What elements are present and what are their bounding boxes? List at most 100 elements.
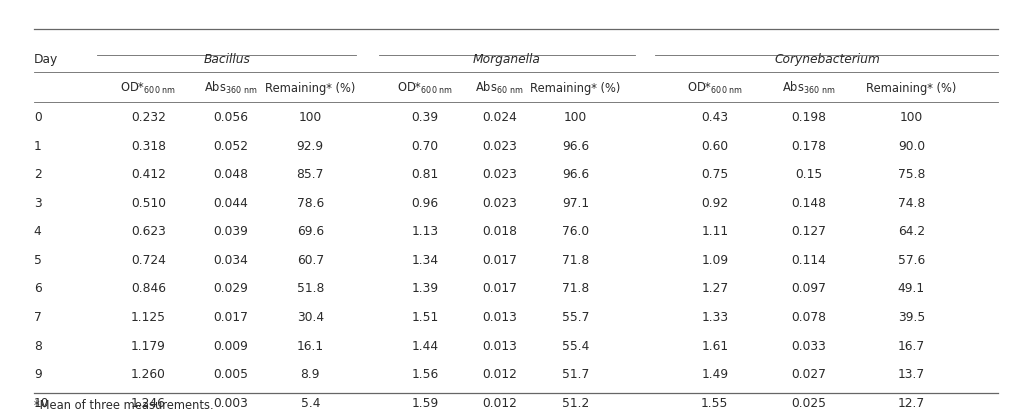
Text: 0.024: 0.024	[482, 111, 517, 124]
Text: Remaining* (%): Remaining* (%)	[866, 82, 956, 94]
Text: 64.2: 64.2	[898, 226, 925, 238]
Text: 0.029: 0.029	[213, 283, 248, 295]
Text: 85.7: 85.7	[297, 168, 324, 181]
Text: OD*$_{600\ \mathregular{nm}}$: OD*$_{600\ \mathregular{nm}}$	[687, 81, 742, 96]
Text: 78.6: 78.6	[297, 197, 324, 210]
Text: 13.7: 13.7	[898, 368, 925, 381]
Text: 1.09: 1.09	[701, 254, 728, 267]
Text: 9: 9	[34, 368, 42, 381]
Text: 1.61: 1.61	[701, 340, 728, 352]
Text: 0.412: 0.412	[131, 168, 166, 181]
Text: 0.012: 0.012	[482, 368, 517, 381]
Text: 0.70: 0.70	[412, 140, 438, 152]
Text: 5.4: 5.4	[300, 397, 321, 410]
Text: 0.92: 0.92	[701, 197, 728, 210]
Text: 0.017: 0.017	[213, 311, 248, 324]
Text: 1.44: 1.44	[412, 340, 438, 352]
Text: 71.8: 71.8	[562, 283, 589, 295]
Text: 0.078: 0.078	[792, 311, 826, 324]
Text: 55.4: 55.4	[562, 340, 589, 352]
Text: 1.51: 1.51	[412, 311, 438, 324]
Text: OD*$_{600\ \mathregular{nm}}$: OD*$_{600\ \mathregular{nm}}$	[397, 81, 453, 96]
Text: 0.724: 0.724	[131, 254, 166, 267]
Text: 1.13: 1.13	[412, 226, 438, 238]
Text: 1.34: 1.34	[412, 254, 438, 267]
Text: 1.27: 1.27	[701, 283, 728, 295]
Text: 8.9: 8.9	[300, 368, 321, 381]
Text: 3: 3	[34, 197, 42, 210]
Text: 0.017: 0.017	[482, 283, 517, 295]
Text: 0.232: 0.232	[131, 111, 166, 124]
Text: OD*$_{600\ \mathregular{nm}}$: OD*$_{600\ \mathregular{nm}}$	[121, 81, 176, 96]
Text: 0.148: 0.148	[792, 197, 826, 210]
Text: 51.8: 51.8	[297, 283, 324, 295]
Text: 69.6: 69.6	[297, 226, 324, 238]
Text: 1.179: 1.179	[131, 340, 166, 352]
Text: 55.7: 55.7	[562, 311, 589, 324]
Text: 16.1: 16.1	[297, 340, 324, 352]
Text: 0: 0	[34, 111, 42, 124]
Text: 0.96: 0.96	[412, 197, 438, 210]
Text: Abs$_{360\ \mathregular{nm}}$: Abs$_{360\ \mathregular{nm}}$	[204, 80, 257, 96]
Text: 0.114: 0.114	[792, 254, 826, 267]
Text: 0.009: 0.009	[213, 340, 248, 352]
Text: 12.7: 12.7	[898, 397, 925, 410]
Text: 0.023: 0.023	[482, 168, 517, 181]
Text: 16.7: 16.7	[898, 340, 925, 352]
Text: 4: 4	[34, 226, 42, 238]
Text: 1.59: 1.59	[412, 397, 438, 410]
Text: 1.55: 1.55	[701, 397, 728, 410]
Text: 0.013: 0.013	[482, 340, 517, 352]
Text: 76.0: 76.0	[562, 226, 589, 238]
Text: 0.198: 0.198	[792, 111, 826, 124]
Text: 1.56: 1.56	[412, 368, 438, 381]
Text: 96.6: 96.6	[562, 140, 589, 152]
Text: 60.7: 60.7	[297, 254, 324, 267]
Text: 0.034: 0.034	[213, 254, 248, 267]
Text: 74.8: 74.8	[898, 197, 925, 210]
Text: 0.023: 0.023	[482, 197, 517, 210]
Text: Remaining* (%): Remaining* (%)	[265, 82, 355, 94]
Text: 10: 10	[34, 397, 49, 410]
Text: Bacillus: Bacillus	[204, 53, 250, 66]
Text: 0.023: 0.023	[482, 140, 517, 152]
Text: 2: 2	[34, 168, 42, 181]
Text: 0.623: 0.623	[131, 226, 166, 238]
Text: 0.510: 0.510	[131, 197, 166, 210]
Text: 97.1: 97.1	[562, 197, 589, 210]
Text: Corynebacterium: Corynebacterium	[774, 53, 880, 66]
Text: 0.027: 0.027	[792, 368, 826, 381]
Text: 0.178: 0.178	[792, 140, 826, 152]
Text: 0.097: 0.097	[792, 283, 826, 295]
Text: 1.246: 1.246	[131, 397, 166, 410]
Text: Abs$_{60\ \mathregular{nm}}$: Abs$_{60\ \mathregular{nm}}$	[475, 80, 524, 96]
Text: 0.81: 0.81	[412, 168, 438, 181]
Text: 1.260: 1.260	[131, 368, 166, 381]
Text: 0.15: 0.15	[796, 168, 822, 181]
Text: 0.846: 0.846	[131, 283, 166, 295]
Text: 96.6: 96.6	[562, 168, 589, 181]
Text: 71.8: 71.8	[562, 254, 589, 267]
Text: 30.4: 30.4	[297, 311, 324, 324]
Text: 49.1: 49.1	[898, 283, 925, 295]
Text: 5: 5	[34, 254, 42, 267]
Text: 0.005: 0.005	[213, 368, 248, 381]
Text: 0.017: 0.017	[482, 254, 517, 267]
Text: Day: Day	[34, 53, 58, 66]
Text: 51.2: 51.2	[562, 397, 589, 410]
Text: 0.033: 0.033	[792, 340, 826, 352]
Text: 1.33: 1.33	[701, 311, 728, 324]
Text: 90.0: 90.0	[898, 140, 925, 152]
Text: 6: 6	[34, 283, 42, 295]
Text: 0.039: 0.039	[213, 226, 248, 238]
Text: 1.39: 1.39	[412, 283, 438, 295]
Text: 75.8: 75.8	[898, 168, 925, 181]
Text: 100: 100	[900, 111, 923, 124]
Text: Abs$_{360\ \mathregular{nm}}$: Abs$_{360\ \mathregular{nm}}$	[782, 80, 836, 96]
Text: 39.5: 39.5	[898, 311, 925, 324]
Text: 1.11: 1.11	[701, 226, 728, 238]
Text: 0.013: 0.013	[482, 311, 517, 324]
Text: 0.048: 0.048	[213, 168, 248, 181]
Text: 51.7: 51.7	[562, 368, 589, 381]
Text: 0.43: 0.43	[701, 111, 728, 124]
